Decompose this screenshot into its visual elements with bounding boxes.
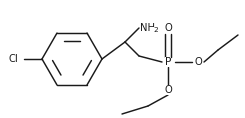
Text: Cl: Cl — [8, 54, 18, 64]
Text: NH: NH — [140, 23, 155, 33]
Text: 2: 2 — [153, 27, 158, 33]
Text: O: O — [164, 85, 172, 95]
Text: P: P — [165, 57, 171, 67]
Text: O: O — [194, 57, 202, 67]
Text: O: O — [164, 23, 172, 33]
